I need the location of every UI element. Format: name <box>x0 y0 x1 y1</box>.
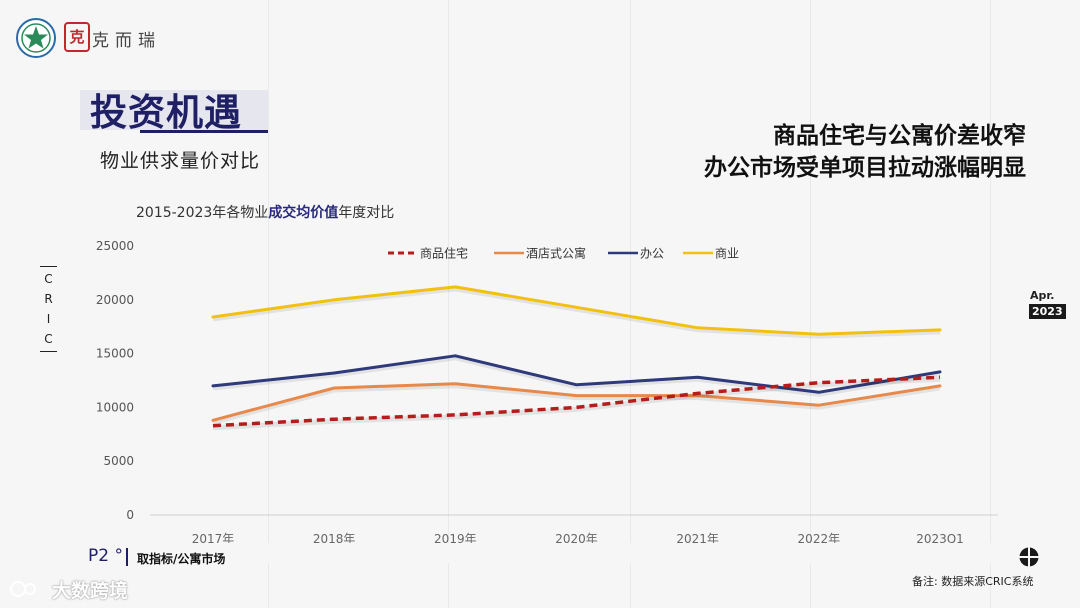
headline-line-1: 商品住宅与公寓价差收窄 <box>773 123 1026 149</box>
cric-letter: C <box>44 332 53 346</box>
background-gridline <box>810 0 811 608</box>
seal-char: 克 <box>69 28 85 46</box>
legend-label: 商业 <box>715 246 739 261</box>
y-tick-label: 20000 <box>96 293 134 307</box>
x-tick-label: 2019年 <box>434 532 477 546</box>
series-shadow <box>212 355 941 397</box>
title-underline <box>140 130 268 133</box>
background-gridline <box>990 0 991 608</box>
x-tick-label: 2023Q1 <box>916 532 964 546</box>
cric-letter: C <box>44 272 53 286</box>
series-line-3 <box>211 285 942 336</box>
seal-logo-icon: 克 <box>64 22 90 52</box>
legend-label: 酒店式公寓 <box>526 246 586 261</box>
cric-letter: I <box>46 312 51 326</box>
chart-title-highlight: 成交均价值 <box>268 205 339 221</box>
background-gridline <box>268 0 269 608</box>
y-tick-label: 5000 <box>103 454 134 468</box>
background-gridline <box>630 0 631 608</box>
cric-letter: R <box>44 292 53 306</box>
series-shadow <box>212 376 941 431</box>
background-gridline <box>448 0 449 608</box>
date-year-badge: 2023 <box>1029 304 1066 319</box>
date-month: Apr. <box>1030 289 1055 302</box>
series-line-2 <box>211 354 942 394</box>
page-number: P2 ° <box>88 546 123 566</box>
series-shadow <box>212 383 941 425</box>
x-tick-label: 2021年 <box>676 532 719 546</box>
y-tick-label: 15000 <box>96 347 134 361</box>
page-separator <box>126 548 128 566</box>
legend-label: 商品住宅 <box>420 246 468 261</box>
x-tick-label: 2018年 <box>313 532 356 546</box>
y-tick-label: 25000 <box>96 239 134 253</box>
page-subtitle: 物业供求量价对比 <box>100 150 261 172</box>
x-tick-label: 2022年 <box>798 532 841 546</box>
badge-logo-icon <box>16 18 56 58</box>
chart-title: 2015-2023年各物业成交均价值年度对比 <box>136 202 394 222</box>
title-highlight-bar <box>80 90 268 130</box>
crosshair-icon <box>1019 547 1039 567</box>
x-tick-label: 2020年 <box>555 532 598 546</box>
y-tick-label: 10000 <box>96 400 134 414</box>
series-line-0 <box>212 375 941 428</box>
source-note: 备注: 数据来源CRIC系统 <box>912 575 1034 588</box>
footer-topic: 取指标/公寓市场 <box>137 552 226 566</box>
page-title: 投资机遇 <box>90 91 242 134</box>
brand-name: 克而瑞 <box>92 31 161 51</box>
watermark-icon <box>10 581 36 597</box>
x-label-mask <box>140 543 1010 563</box>
chart-title-prefix: 2015-2023年各物业 <box>136 205 269 221</box>
chart-title-suffix: 年度对比 <box>338 205 395 221</box>
watermark-text: 大数跨境 <box>52 580 129 602</box>
headline-line-2: 办公市场受单项目拉动涨幅明显 <box>704 155 1026 181</box>
series-line-1 <box>211 382 942 422</box>
legend-label: 办公 <box>640 246 664 261</box>
y-tick-label: 0 <box>126 508 134 522</box>
x-tick-label: 2017年 <box>192 532 235 546</box>
series-shadow <box>212 286 941 339</box>
